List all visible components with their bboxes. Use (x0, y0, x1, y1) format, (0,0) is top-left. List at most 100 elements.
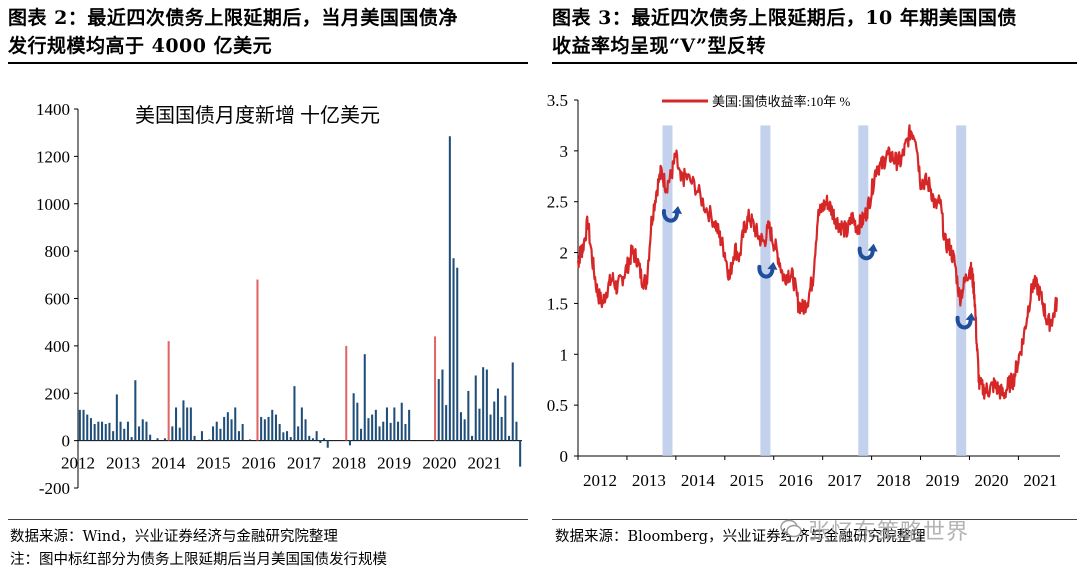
bar (241, 424, 244, 441)
bar (326, 440, 329, 448)
bar (319, 440, 322, 443)
v-reversal-arrow-icon (662, 206, 682, 223)
bar (237, 431, 240, 441)
bar (274, 414, 277, 441)
right-source-note: 数据来源：Bloomberg，兴业证券经济与金融研究院整理 (555, 529, 926, 545)
x-tick-label: 2019 (377, 454, 411, 473)
bar (448, 136, 451, 441)
v-reversal-arrow-icon (757, 261, 778, 279)
x-tick-label: 2013 (632, 471, 666, 490)
right-title-line2: 收益率均呈现“V”型反转 (552, 35, 766, 57)
bar (175, 407, 178, 441)
left-bar-chart: 1400 1200 1000 800 600 400 200 0 -200 2012 2013 201… (36, 100, 522, 498)
chart-title: 美国国债月度新增 十亿美元 (135, 104, 380, 127)
bar (249, 439, 252, 441)
bar (141, 419, 144, 441)
bar (363, 354, 366, 441)
y-tick-label: 1 (560, 345, 569, 364)
bar (452, 258, 455, 441)
bar (119, 421, 122, 441)
bar (400, 402, 403, 441)
bar (311, 438, 314, 441)
v-reversal-arrow-icon (857, 243, 878, 261)
bar (186, 407, 189, 441)
right-footer-rule (552, 519, 1077, 520)
bar (178, 427, 181, 441)
left-title-line2: 发行规模均高于 4000 亿美元 (8, 35, 273, 57)
bar (260, 416, 263, 441)
highlight-band (760, 125, 771, 457)
bar (496, 388, 499, 441)
y-tick-label: 0.5 (547, 396, 568, 415)
highlight-band (858, 125, 869, 457)
x-tick-label: 2019 (926, 471, 960, 490)
bar (108, 422, 111, 441)
bar (508, 435, 511, 441)
bar (382, 421, 385, 441)
y-tick-label: -200 (39, 479, 70, 498)
bar (145, 421, 148, 441)
y-tick-label: 1000 (36, 195, 70, 214)
bar (267, 416, 270, 441)
bar (219, 428, 222, 441)
bar (189, 407, 192, 441)
bar (371, 414, 374, 441)
bar (393, 407, 396, 441)
bar (115, 394, 118, 441)
bar (156, 438, 159, 441)
y-tick-label: 2.5 (547, 193, 568, 212)
left-source-note: 数据来源：Wind，兴业证券经济与金融研究院整理 (10, 529, 338, 545)
bar-highlight (167, 341, 170, 441)
bar (456, 267, 459, 441)
bar (515, 421, 518, 441)
bar (208, 439, 211, 441)
bar (478, 408, 481, 441)
bar (315, 431, 318, 441)
x-tick-label: 2012 (583, 471, 617, 490)
left-title-rule (8, 62, 528, 64)
bar (463, 419, 466, 441)
bar (441, 369, 444, 441)
bar (134, 380, 137, 441)
bar (138, 426, 141, 441)
left-footer-rule (8, 519, 528, 520)
y-tick-label: 1400 (36, 100, 70, 119)
bar (445, 405, 448, 441)
bar (489, 414, 492, 441)
highlight-band (662, 125, 673, 457)
bar (271, 409, 274, 441)
bar (126, 421, 129, 441)
bar (149, 434, 152, 441)
bar (482, 367, 485, 441)
y-tick-label: 800 (45, 242, 71, 261)
bar (263, 419, 266, 441)
x-tick-label: 2012 (61, 454, 95, 473)
bar (278, 424, 281, 441)
bar (385, 407, 388, 441)
left-panel-title: 图表 2：最近四次债务上限延期后，当月美国国债净 发行规模均高于 4000 亿美… (8, 4, 528, 60)
y-tick-label: 1.5 (547, 294, 568, 313)
bar (289, 437, 292, 441)
x-tick-label: 2017 (287, 454, 322, 473)
right-title-rule (552, 62, 1077, 64)
left-title-line1: 图表 2：最近四次债务上限延期后，当月美国国债净 (8, 7, 458, 29)
x-tick-label: 2021 (468, 454, 502, 473)
y-tick-label: 0 (560, 447, 569, 466)
bar (378, 426, 381, 441)
bar (82, 409, 85, 441)
bar (348, 440, 351, 446)
bar (367, 418, 370, 441)
bar (437, 379, 440, 441)
bar (212, 426, 215, 441)
bar (474, 375, 477, 441)
bar (200, 431, 203, 441)
y-tick-label: 200 (45, 384, 71, 403)
bar (293, 386, 296, 441)
y-tick-label: 2 (560, 244, 569, 263)
bar (504, 395, 507, 441)
bar-highlight (256, 279, 259, 441)
watermark-text: 张忆东策略世界 (808, 520, 970, 545)
y-tick-label: 3 (560, 142, 569, 161)
y-tick-label: 0 (62, 432, 71, 451)
bar (193, 435, 196, 441)
